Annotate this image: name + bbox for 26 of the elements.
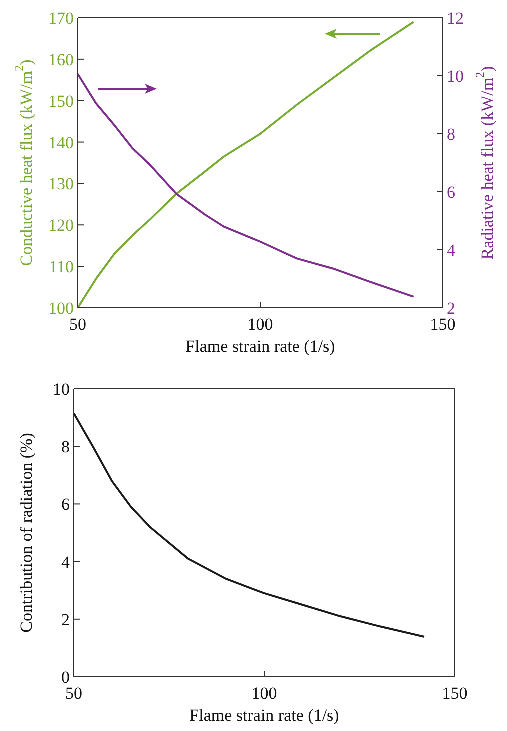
- y-tick-label: 6: [62, 495, 70, 514]
- y-tick-label: 110: [49, 258, 74, 277]
- x-tick-label: 100: [252, 684, 278, 704]
- x-tick-label: 150: [442, 684, 468, 704]
- x-tick-label: 100: [248, 315, 274, 334]
- y2-tick-label: 12: [447, 9, 464, 28]
- y-tick-label: 120: [48, 216, 74, 236]
- x-axis-title: Flame strain rate (1/s): [190, 706, 340, 725]
- y-tick-label: 2: [62, 610, 70, 630]
- y-tick-label: 4: [62, 552, 70, 572]
- y-tick-label: 170: [48, 9, 74, 28]
- y-axis-title: Contribution of radiation (%): [16, 433, 36, 633]
- y2-tick-label: 4: [447, 241, 456, 260]
- y-tick-label: 140: [48, 133, 74, 152]
- line-series: [74, 412, 426, 638]
- x-axis-title: Flame strain rate (1/s): [186, 337, 336, 356]
- y2-tick-label: 8: [447, 125, 456, 144]
- y-tick-label: 8: [62, 438, 70, 457]
- y-tick-label: 160: [48, 50, 74, 70]
- line-series: [78, 73, 415, 298]
- y-tick-label: 150: [48, 92, 74, 111]
- y-tick-label: 130: [48, 174, 74, 194]
- y2-tick-label: 6: [447, 183, 456, 202]
- line-series: [78, 21, 415, 308]
- y2-tick-label: 10: [447, 67, 464, 86]
- y-tick-label: 10: [53, 380, 70, 400]
